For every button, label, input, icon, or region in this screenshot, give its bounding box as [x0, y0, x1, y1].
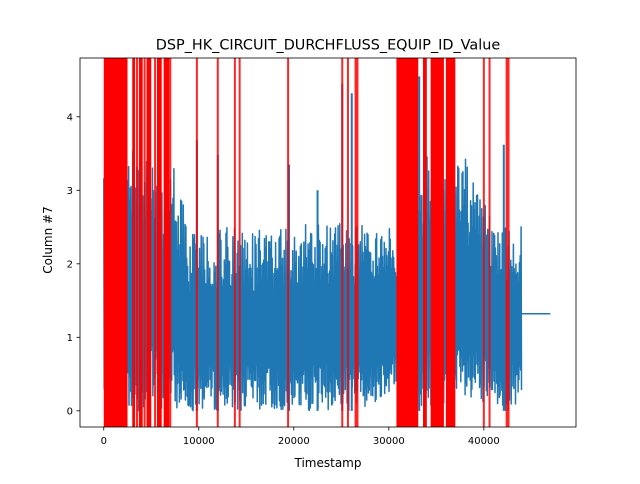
- y-tick-label: 3: [67, 186, 73, 197]
- anomaly-region: [103, 58, 128, 427]
- anomaly-region: [156, 58, 162, 427]
- y-tick-label: 2: [67, 259, 73, 270]
- x-axis-label: Timestamp: [294, 456, 362, 470]
- axes: 0 10000 20000 30000 40000 0 1 2 3 4: [67, 57, 577, 447]
- chart-title: DSP_HK_CIRCUIT_DURCHFLUSS_EQUIP_ID_Value: [156, 38, 501, 54]
- anomaly-region: [445, 58, 456, 427]
- y-tick-label: 1: [67, 333, 73, 344]
- x-tick-label: 20000: [278, 436, 310, 447]
- x-tick-label: 30000: [373, 436, 405, 447]
- x-tick-label: 10000: [183, 436, 215, 447]
- x-tick-label: 0: [101, 436, 107, 447]
- anomaly-region: [132, 58, 136, 427]
- y-axis-label: Column #7: [41, 206, 55, 273]
- anomaly-region: [163, 58, 170, 427]
- anomaly-region: [138, 58, 143, 427]
- anomaly-region: [430, 58, 444, 427]
- anomaly-region: [423, 58, 427, 427]
- anomaly-region: [396, 58, 419, 427]
- plot-area: [103, 58, 551, 427]
- anomaly-region: [146, 58, 152, 427]
- axes-frame: [79, 57, 577, 428]
- x-tick-label: 40000: [468, 436, 500, 447]
- y-tick-label: 4: [67, 112, 73, 123]
- plot-clipped: [103, 58, 551, 427]
- y-tick-label: 0: [67, 406, 73, 417]
